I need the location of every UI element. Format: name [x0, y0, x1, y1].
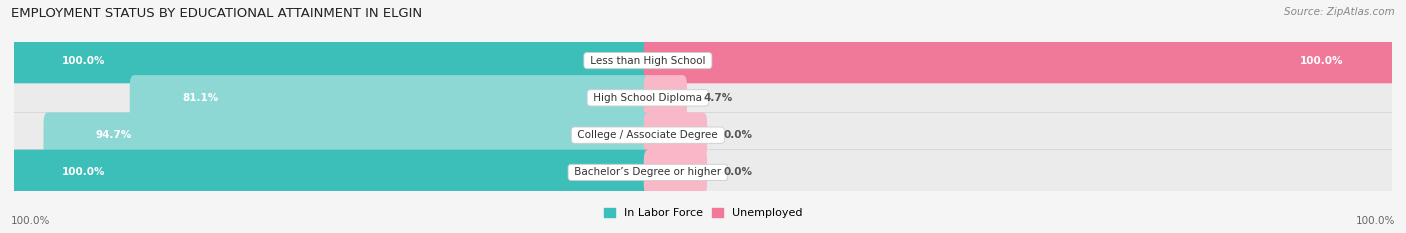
FancyBboxPatch shape [644, 150, 707, 195]
FancyBboxPatch shape [10, 38, 652, 83]
FancyBboxPatch shape [10, 112, 652, 158]
Legend: In Labor Force, Unemployed: In Labor Force, Unemployed [603, 208, 803, 218]
FancyBboxPatch shape [44, 112, 652, 158]
Text: 81.1%: 81.1% [183, 93, 218, 103]
FancyBboxPatch shape [10, 150, 652, 195]
FancyBboxPatch shape [644, 38, 1396, 83]
Text: 100.0%: 100.0% [62, 56, 105, 65]
FancyBboxPatch shape [644, 75, 688, 121]
FancyBboxPatch shape [10, 75, 652, 121]
FancyBboxPatch shape [129, 75, 652, 121]
Text: 100.0%: 100.0% [1355, 216, 1395, 226]
Text: 0.0%: 0.0% [724, 130, 752, 140]
Text: Source: ZipAtlas.com: Source: ZipAtlas.com [1284, 7, 1395, 17]
FancyBboxPatch shape [644, 150, 1396, 195]
Text: EMPLOYMENT STATUS BY EDUCATIONAL ATTAINMENT IN ELGIN: EMPLOYMENT STATUS BY EDUCATIONAL ATTAINM… [11, 7, 422, 20]
Text: 94.7%: 94.7% [96, 130, 132, 140]
Text: Bachelor’s Degree or higher: Bachelor’s Degree or higher [571, 168, 724, 177]
Text: 4.7%: 4.7% [703, 93, 733, 103]
FancyBboxPatch shape [10, 38, 652, 83]
FancyBboxPatch shape [644, 38, 1396, 83]
FancyBboxPatch shape [644, 112, 1396, 158]
FancyBboxPatch shape [644, 75, 1396, 121]
Text: College / Associate Degree: College / Associate Degree [575, 130, 721, 140]
Text: 0.0%: 0.0% [724, 168, 752, 177]
FancyBboxPatch shape [10, 150, 652, 195]
FancyBboxPatch shape [644, 112, 707, 158]
Text: 100.0%: 100.0% [1301, 56, 1344, 65]
Text: 100.0%: 100.0% [62, 168, 105, 177]
Text: Less than High School: Less than High School [588, 56, 709, 65]
Text: High School Diploma: High School Diploma [591, 93, 706, 103]
Text: 100.0%: 100.0% [11, 216, 51, 226]
